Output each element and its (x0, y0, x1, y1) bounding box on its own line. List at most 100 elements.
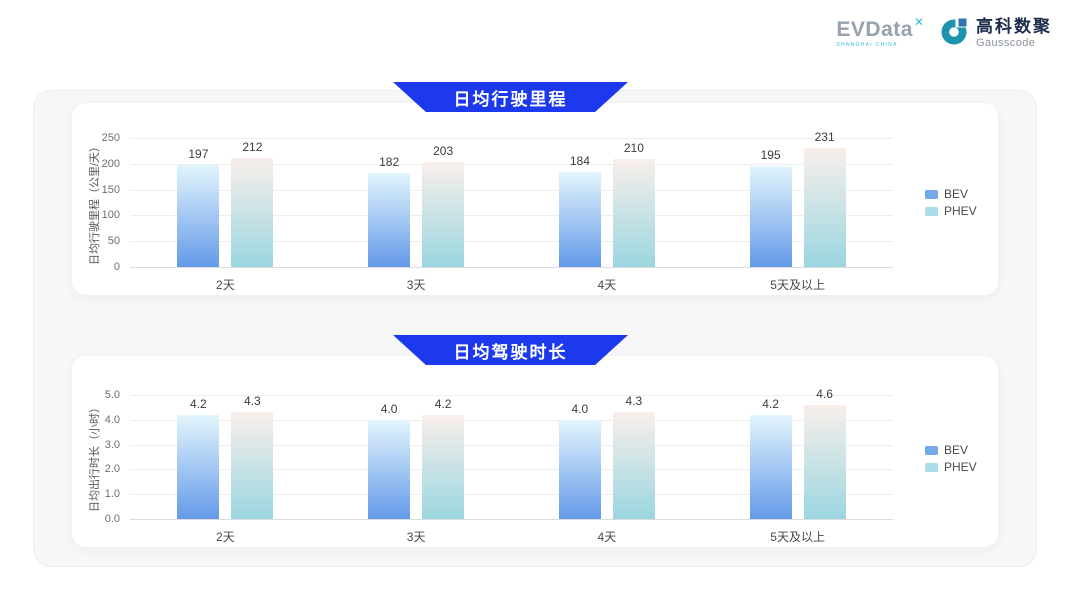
section-banner: 日均行驶里程 (393, 82, 628, 112)
chart-card-mileage: 日均行驶里程（公里/天） 250 200 150 100 50 0 2天 197 212 3天 18… (72, 103, 998, 295)
y-tick-label: 5.0 (104, 389, 120, 401)
bar-phev (803, 405, 846, 519)
bar-value-label: 212 (242, 140, 263, 154)
gridline (130, 215, 893, 216)
bar-value-label: 4.6 (816, 387, 833, 401)
bar-value-label: 210 (623, 141, 644, 155)
y-tick-label: 0.0 (104, 513, 120, 525)
bar-value-label: 184 (569, 154, 590, 168)
plot-area: 250 200 150 100 50 0 2天 197 212 3天 182 203 4天 184 210 5… (102, 130, 893, 292)
section-title: 日均行驶里程 (453, 89, 568, 109)
bar-bev (177, 415, 220, 519)
legend: BEV PHEV (925, 187, 977, 218)
legend-swatch (925, 445, 938, 455)
bar-bev (177, 165, 220, 267)
x-category-label: 2天 (216, 278, 235, 292)
x-category-label: 3天 (406, 530, 426, 544)
evdata-tagline: SHANGHAI CHINA (836, 42, 898, 48)
bar-bev (368, 173, 411, 267)
gridline (130, 190, 893, 191)
y-axis-title: 日均行驶里程（公里/天） (89, 140, 101, 265)
legend-swatch (925, 189, 938, 199)
bar-phev (422, 162, 465, 267)
bar-phev (612, 159, 655, 267)
bar-bev (749, 415, 792, 519)
x-axis-line (130, 519, 893, 520)
section-title: 日均驾驶时长 (453, 342, 568, 362)
bar-value-label: 4.2 (190, 397, 207, 411)
evdata-wordmark-row: EVData ✕ (836, 16, 924, 41)
gridline (130, 241, 893, 242)
bar-value-label: 4.2 (434, 397, 452, 411)
bar-bev (368, 420, 411, 519)
section-banner: 日均驾驶时长 (393, 335, 628, 365)
gausscode-text: 高科数聚 Gausscode (976, 17, 1052, 49)
legend-swatch (925, 462, 938, 472)
y-tick-label: 150 (101, 184, 120, 196)
bar-value-label: 4.3 (244, 394, 261, 408)
logo-bar: EVData ✕ SHANGHAI CHINA 高科数聚 Gausscode (836, 16, 1052, 51)
y-tick-label: 100 (101, 209, 120, 221)
bar-value-label: 182 (379, 155, 400, 169)
bar-value-label: 195 (760, 148, 781, 162)
legend-label: BEV (944, 187, 969, 201)
y-tick-label: 200 (101, 158, 120, 170)
x-category-label: 5天及以上 (770, 530, 825, 544)
gridline (130, 420, 893, 421)
bar-value-label: 4.3 (625, 394, 643, 408)
x-category-label: 5天及以上 (770, 278, 825, 292)
y-tick-label: 4.0 (104, 414, 120, 426)
gridline (130, 164, 893, 165)
legend-item-bev[interactable]: BEV (925, 443, 977, 457)
x-axis-line (130, 267, 893, 268)
bar-bev (749, 166, 792, 267)
bar-phev (422, 415, 465, 519)
x-category-label: 3天 (406, 278, 426, 292)
gridline (130, 445, 893, 446)
bar-value-label: 4.2 (762, 397, 779, 411)
legend-swatch (925, 206, 938, 216)
y-tick-label: 0 (113, 261, 120, 273)
legend-label: BEV (944, 443, 969, 457)
bar-bev (558, 172, 601, 267)
y-tick-label: 1.0 (104, 488, 120, 500)
bar-value-label: 231 (814, 130, 835, 144)
bar-value-label: 4.0 (571, 402, 589, 416)
gausscode-logo: 高科数聚 Gausscode (940, 16, 1052, 51)
gausscode-g-icon (940, 16, 970, 51)
y-tick-label: 2.0 (104, 463, 120, 475)
gausscode-name-en: Gausscode (976, 36, 1036, 49)
bar-phev (803, 148, 846, 267)
bar-phev (231, 412, 274, 519)
bar-phev (231, 158, 274, 267)
bar-phev (612, 412, 655, 519)
plot-area: 5.0 4.0 3.0 2.0 1.0 0.0 2天 4.2 4.3 3天 4.0 4.2 4天 4.0 4… (105, 387, 893, 544)
y-tick-label: 50 (107, 235, 120, 247)
x-category-label: 2天 (216, 530, 235, 544)
bar-value-label: 203 (433, 144, 454, 158)
y-tick-label: 3.0 (104, 439, 120, 451)
gridline (130, 494, 893, 495)
legend: BEV PHEV (925, 443, 977, 474)
bar-bev (558, 420, 601, 519)
gridline (130, 395, 893, 396)
x-category-label: 4天 (597, 530, 617, 544)
legend-item-phev[interactable]: PHEV (925, 204, 977, 218)
bar-value-label: 197 (188, 147, 209, 161)
gausscode-name-cn: 高科数聚 (976, 17, 1052, 37)
chart-card-duration: 日均出行时长（小时） 5.0 4.0 3.0 2.0 1.0 0.0 2天 4.2 4.3 3天 4… (72, 356, 998, 547)
legend-label: PHEV (944, 460, 977, 474)
y-axis-title-wrap: 日均行驶里程（公里/天） (86, 138, 102, 267)
legend-item-phev[interactable]: PHEV (925, 460, 977, 474)
x-category-label: 4天 (597, 278, 617, 292)
bar-value-label: 4.0 (380, 402, 398, 416)
gridline (130, 469, 893, 470)
evdata-wordmark: EVData (836, 18, 913, 41)
legend-label: PHEV (944, 204, 977, 218)
y-axis-title: 日均出行时长（小时） (89, 402, 101, 512)
y-axis-title-wrap: 日均出行时长（小时） (86, 395, 102, 519)
y-tick-label: 250 (101, 132, 120, 144)
legend-item-bev[interactable]: BEV (925, 187, 977, 201)
gridline (130, 138, 893, 139)
evdata-logo: EVData ✕ SHANGHAI CHINA (836, 16, 924, 48)
